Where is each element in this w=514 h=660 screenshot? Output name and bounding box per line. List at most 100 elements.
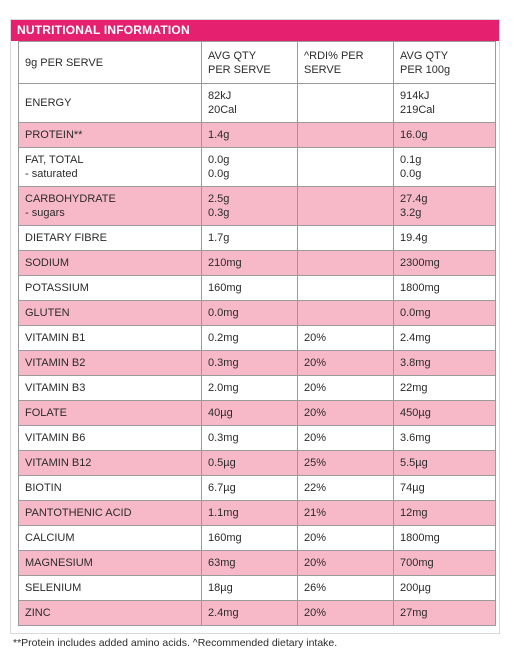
avg-per-100g: 1800mg (393, 275, 496, 301)
avg-per-100g-line: 700mg (400, 557, 434, 569)
avg-per-100g-line: 3.6mg (400, 432, 431, 444)
avg-per-serve: 1.4g (201, 122, 298, 148)
table-row: ENERGY 82kJ 20Cal 914kJ 219Cal (18, 83, 496, 123)
avg-per-100g-line: 12mg (400, 507, 428, 519)
nutrient-name-line: ENERGY (25, 97, 72, 109)
avg-per-100g: 3.6mg (393, 425, 496, 451)
avg-per-serve-line: 0.0g (208, 168, 230, 180)
avg-per-100g-line: 0.0mg (400, 307, 431, 319)
nutrient-name: FAT, TOTAL - saturated (18, 147, 202, 187)
header-avg-per-100g: AVG QTY PER 100g (393, 41, 496, 84)
avg-per-100g-line: 450µg (400, 407, 431, 419)
avg-per-100g: 914kJ 219Cal (393, 83, 496, 123)
nutrient-name-line: VITAMIN B3 (25, 382, 86, 394)
table-row: SELENIUM 18µg 26% 200µg (18, 575, 496, 601)
rdi-percent (297, 122, 394, 148)
avg-per-serve-line: 82kJ (208, 90, 232, 102)
avg-per-serve-line: 63mg (208, 557, 236, 569)
avg-per-100g-line: 74µg (400, 482, 425, 494)
avg-per-serve-line: 1.4g (208, 129, 230, 141)
table-row: VITAMIN B1 0.2mg 20% 2.4mg (18, 325, 496, 351)
avg-per-serve: 1.7g (201, 225, 298, 251)
avg-per-100g-line: 914kJ (400, 90, 430, 102)
avg-per-100g: 3.8mg (393, 350, 496, 376)
avg-per-serve-line: 160mg (208, 282, 242, 294)
avg-per-serve: 0.0mg (201, 300, 298, 326)
avg-per-serve-line: 20Cal (208, 104, 237, 116)
rdi-percent: 20% (297, 400, 394, 426)
avg-per-100g-line: 0.0g (400, 168, 422, 180)
nutrient-name: ZINC (18, 600, 202, 626)
avg-per-serve-line: 0.2mg (208, 332, 239, 344)
nutrient-name-line: - sugars (25, 207, 65, 219)
nutrient-name-line: SODIUM (25, 257, 69, 269)
avg-per-serve: 210mg (201, 250, 298, 276)
table-row: CALCIUM 160mg 20% 1800mg (18, 525, 496, 551)
table-row: VITAMIN B12 0.5µg 25% 5.5µg (18, 450, 496, 476)
avg-per-100g-line: 27.4g (400, 193, 428, 205)
nutrient-name-line: POTASSIUM (25, 282, 89, 294)
rdi-percent (297, 300, 394, 326)
avg-per-100g: 12mg (393, 500, 496, 526)
avg-per-serve-line: 18µg (208, 582, 233, 594)
nutrient-name: BIOTIN (18, 475, 202, 501)
nutrient-name: CARBOHYDRATE - sugars (18, 186, 202, 226)
rdi-percent: 22% (297, 475, 394, 501)
avg-per-serve-line: 160mg (208, 532, 242, 544)
nutrient-name-line: VITAMIN B6 (25, 432, 86, 444)
nutrition-table-body: 9g PER SERVE AVG QTY PER SERVE ^RDI% PER… (18, 41, 496, 626)
avg-per-100g-line: 3.2g (400, 207, 422, 219)
header-rdi-line1: ^RDI% PER (304, 49, 364, 62)
avg-per-100g: 1800mg (393, 525, 496, 551)
avg-per-100g-line: 1800mg (400, 282, 440, 294)
nutrient-name: PROTEIN** (18, 122, 202, 148)
nutrient-name-line: SELENIUM (25, 582, 82, 594)
avg-per-100g: 200µg (393, 575, 496, 601)
nutrient-name: VITAMIN B2 (18, 350, 202, 376)
nutrient-name-line: PANTOTHENIC ACID (25, 507, 132, 519)
nutrient-name: VITAMIN B1 (18, 325, 202, 351)
nutrient-name-line: FAT, TOTAL (25, 154, 84, 166)
nutrient-name: MAGNESIUM (18, 550, 202, 576)
nutrient-name-line: PROTEIN** (25, 129, 83, 141)
avg-per-serve-line: 0.0mg (208, 307, 239, 319)
nutrient-name-line: CARBOHYDRATE (25, 193, 116, 205)
avg-per-serve-line: 2.5g (208, 193, 230, 205)
table-row: PROTEIN** 1.4g 16.0g (18, 122, 496, 148)
table-row: VITAMIN B3 2.0mg 20% 22mg (18, 375, 496, 401)
avg-per-100g-line: 200µg (400, 582, 431, 594)
table-row: MAGNESIUM 63mg 20% 700mg (18, 550, 496, 576)
avg-per-100g: 0.1g 0.0g (393, 147, 496, 187)
avg-per-100g-line: 2300mg (400, 257, 440, 269)
avg-per-serve: 0.3mg (201, 350, 298, 376)
rdi-percent (297, 147, 394, 187)
table-row: GLUTEN 0.0mg 0.0mg (18, 300, 496, 326)
avg-per-serve: 160mg (201, 525, 298, 551)
nutrient-name-line: CALCIUM (25, 532, 75, 544)
avg-per-serve: 6.7µg (201, 475, 298, 501)
avg-per-100g: 450µg (393, 400, 496, 426)
avg-per-100g-line: 27mg (400, 607, 428, 619)
rdi-percent (297, 186, 394, 226)
nutrient-name-line: MAGNESIUM (25, 557, 93, 569)
avg-per-100g-line: 219Cal (400, 104, 435, 116)
nutrient-name: DIETARY FIBRE (18, 225, 202, 251)
avg-per-serve-line: 6.7µg (208, 482, 236, 494)
rdi-percent: 20% (297, 350, 394, 376)
avg-per-serve-line: 0.3g (208, 207, 230, 219)
table-row: CARBOHYDRATE - sugars 2.5g 0.3g 27.4g 3.2g (18, 186, 496, 226)
avg-per-serve-line: 1.7g (208, 232, 230, 244)
table-row: ZINC 2.4mg 20% 27mg (18, 600, 496, 626)
nutrient-name: FOLATE (18, 400, 202, 426)
nutrient-name: VITAMIN B6 (18, 425, 202, 451)
avg-per-serve-line: 210mg (208, 257, 242, 269)
table-row: PANTOTHENIC ACID 1.1mg 21% 12mg (18, 500, 496, 526)
nutrient-name-line: VITAMIN B12 (25, 457, 92, 469)
avg-per-100g-line: 5.5µg (400, 457, 428, 469)
header-avg-per-serve: AVG QTY PER SERVE (201, 41, 298, 84)
avg-per-100g: 0.0mg (393, 300, 496, 326)
avg-per-serve-line: 40µg (208, 407, 233, 419)
avg-per-serve-line: 0.3mg (208, 357, 239, 369)
avg-per-serve-line: 1.1mg (208, 507, 239, 519)
nutrient-name-line: VITAMIN B2 (25, 357, 86, 369)
